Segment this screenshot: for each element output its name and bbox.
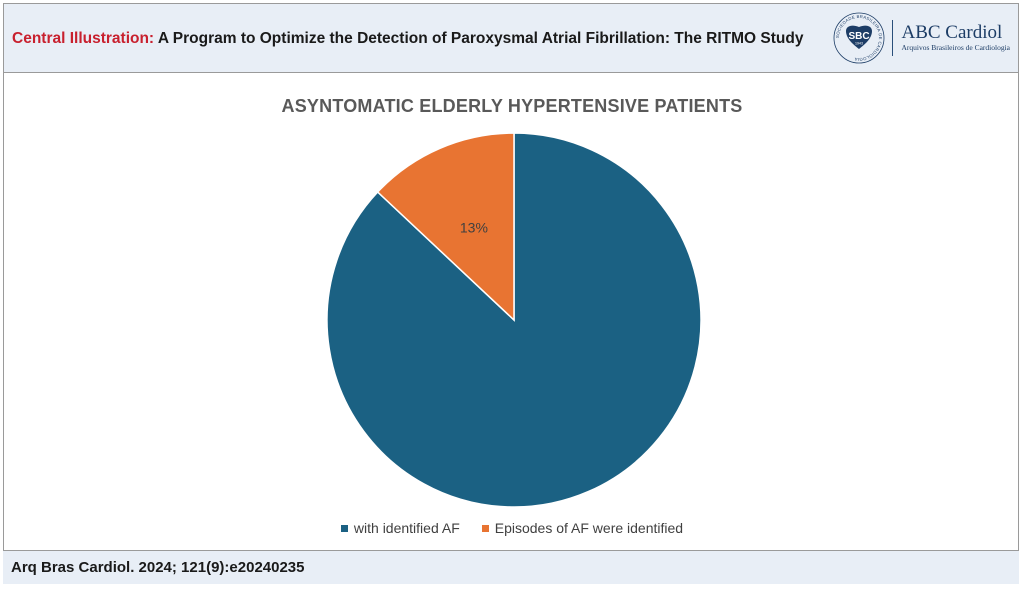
legend-swatch-1 <box>340 524 348 532</box>
seal-abbrev: SBC <box>849 31 870 42</box>
legend-label-2: Episodes of AF were identified <box>494 520 684 536</box>
footer-bar: Arq Bras Cardiol. 2024; 121(9):e20240235 <box>3 550 1019 584</box>
logo-divider <box>892 20 894 56</box>
pie-data-label-2: 13% <box>460 219 488 235</box>
abc-cardiol-logo: SOCIEDADE BRASILEIRA DE CARDIOLOGIA SBC … <box>832 10 1010 66</box>
legend-item-1: with identified AF <box>340 520 460 536</box>
logo-subtitle: Arquivos Brasileiros de Cardiologia <box>901 43 1010 52</box>
legend-item-2: Episodes of AF were identified <box>481 520 684 536</box>
header-lead: Central Illustration: <box>12 30 155 47</box>
legend-label-1: with identified AF <box>353 520 460 536</box>
seal-year: 1943 <box>855 42 863 46</box>
logo-text: ABC Cardiol Arquivos Brasileiros de Card… <box>901 23 1010 53</box>
footer-citation: Arq Bras Cardiol. 2024; 121(9):e20240235 <box>11 559 305 576</box>
legend-swatch-2 <box>481 524 489 532</box>
logo-name: ABC Cardiol <box>901 22 1003 43</box>
pie-slice-2 <box>376 132 515 322</box>
chart-legend: with identified AF Episodes of AF were id… <box>0 520 1024 536</box>
header-title: Central Illustration: A Program to Optim… <box>12 30 803 48</box>
sbc-seal-icon: SOCIEDADE BRASILEIRA DE CARDIOLOGIA SBC … <box>834 12 885 64</box>
header-title-text: A Program to Optimize the Detection of P… <box>157 30 804 47</box>
chart-title: ASYNTOMATIC ELDERLY HYPERTENSIVE PATIENT… <box>281 96 743 116</box>
header-bar: Central Illustration: A Program to Optim… <box>4 4 1018 73</box>
